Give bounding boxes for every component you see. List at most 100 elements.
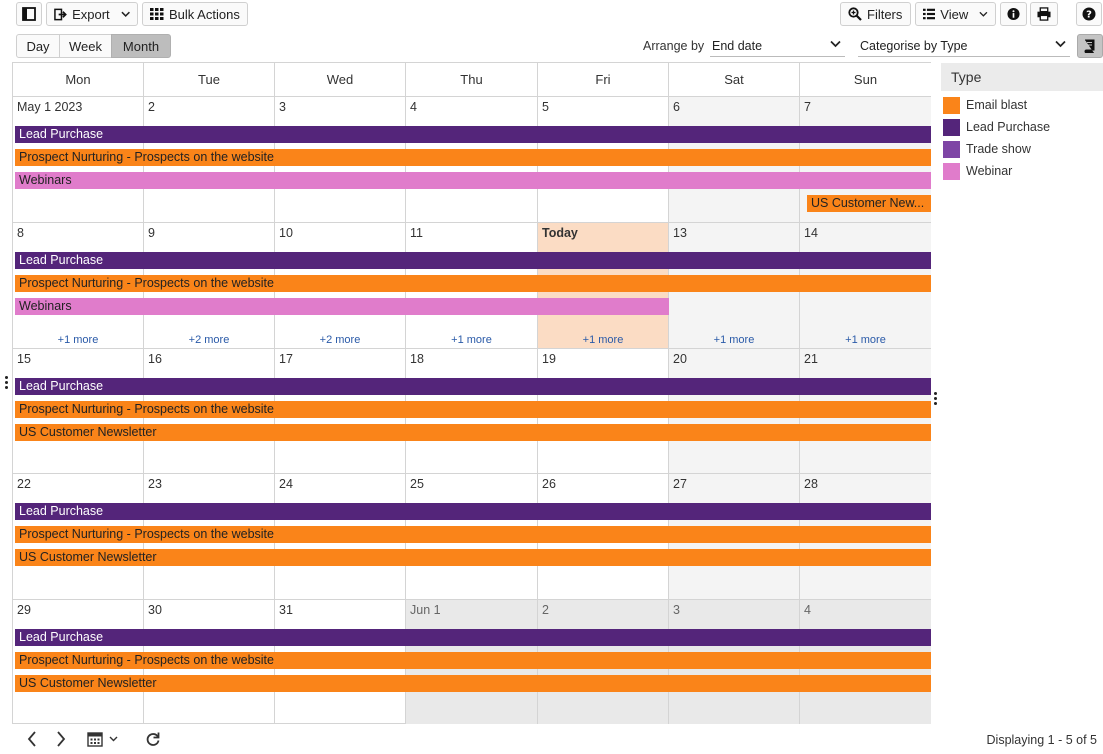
view-button[interactable]: View bbox=[915, 2, 996, 26]
legend-swatch bbox=[943, 96, 960, 114]
day-number: 21 bbox=[804, 352, 818, 366]
event-prospect-nurturing[interactable]: Prospect Nurturing - Prospects on the we… bbox=[15, 526, 931, 543]
day-number: 5 bbox=[542, 100, 549, 114]
export-label: Export bbox=[72, 6, 110, 22]
event-webinars[interactable]: Webinars bbox=[15, 172, 931, 189]
date-picker-button[interactable] bbox=[87, 731, 118, 747]
more-events-link[interactable]: +1 more bbox=[582, 334, 624, 346]
day-number: 17 bbox=[279, 352, 293, 366]
day-number: 10 bbox=[279, 226, 293, 240]
day-number: 3 bbox=[673, 603, 680, 617]
right-resize-handle[interactable] bbox=[934, 392, 937, 407]
weekday-header: Mon bbox=[13, 63, 144, 97]
view-label: View bbox=[940, 6, 969, 22]
event-prospect-nurturing[interactable]: Prospect Nurturing - Prospects on the we… bbox=[15, 275, 931, 292]
previous-month-button[interactable] bbox=[26, 730, 38, 751]
event-us-customer-newsletter[interactable]: US Customer New... bbox=[807, 195, 931, 212]
event-us-customer-newsletter[interactable]: US Customer Newsletter bbox=[15, 675, 931, 692]
chevron-down-icon bbox=[1055, 40, 1066, 48]
filters-button[interactable]: Filters bbox=[840, 2, 911, 26]
legend-toggle-button[interactable] bbox=[1077, 34, 1103, 58]
filters-label: Filters bbox=[867, 6, 903, 22]
event-webinars[interactable]: Webinars bbox=[15, 298, 669, 315]
event-prospect-nurturing[interactable]: Prospect Nurturing - Prospects on the we… bbox=[15, 149, 931, 166]
list-icon bbox=[923, 8, 936, 20]
day-number: 20 bbox=[673, 352, 687, 366]
legend-swatch bbox=[943, 118, 960, 136]
day-view-label: Day bbox=[26, 38, 50, 54]
next-month-button[interactable] bbox=[55, 730, 67, 751]
event-lead-purchase[interactable]: Lead Purchase bbox=[15, 126, 931, 143]
more-events-link[interactable]: +2 more bbox=[319, 334, 361, 346]
legend-swatch bbox=[943, 140, 960, 158]
day-number: 9 bbox=[148, 226, 155, 240]
day-number: 13 bbox=[673, 226, 687, 240]
day-number: 29 bbox=[17, 603, 31, 617]
day-number: 2 bbox=[148, 100, 155, 114]
legend-title: Type bbox=[941, 63, 1103, 91]
day-number: 19 bbox=[542, 352, 556, 366]
month-calendar-grid: Mon Tue Wed Thu Fri Sat Sun May 1 2023 2 3 4 5 6 7 8 +1… bbox=[12, 62, 931, 724]
legend-item-label: Webinar bbox=[966, 164, 1013, 178]
day-number: Jun 1 bbox=[410, 603, 441, 617]
left-resize-handle[interactable] bbox=[5, 376, 8, 391]
legend-item-lead-purchase[interactable]: Lead Purchase bbox=[941, 116, 1103, 138]
event-us-customer-newsletter[interactable]: US Customer Newsletter bbox=[15, 549, 931, 566]
grid-icon bbox=[150, 8, 164, 20]
more-events-link[interactable]: +1 more bbox=[713, 334, 755, 346]
day-number: 6 bbox=[673, 100, 680, 114]
event-lead-purchase[interactable]: Lead Purchase bbox=[15, 378, 931, 395]
toggle-sidebar-button[interactable] bbox=[16, 2, 42, 26]
export-button[interactable]: Export bbox=[46, 2, 138, 26]
print-icon bbox=[1037, 7, 1051, 21]
info-icon bbox=[1007, 7, 1020, 21]
zoom-search-icon bbox=[848, 7, 862, 21]
export-icon bbox=[54, 8, 67, 20]
day-number: 26 bbox=[542, 477, 556, 491]
legend-item-label: Lead Purchase bbox=[966, 120, 1051, 134]
bulk-actions-button[interactable]: Bulk Actions bbox=[142, 2, 248, 26]
type-legend: Type Email blast Lead Purchase Trade sho… bbox=[941, 63, 1103, 182]
day-number: 28 bbox=[804, 477, 818, 491]
categorise-by-select[interactable]: Categorise by Type bbox=[858, 35, 1070, 57]
bulk-actions-label: Bulk Actions bbox=[169, 6, 240, 22]
more-events-link[interactable]: +1 more bbox=[57, 334, 99, 346]
print-button[interactable] bbox=[1030, 2, 1058, 26]
event-prospect-nurturing[interactable]: Prospect Nurturing - Prospects on the we… bbox=[15, 652, 931, 669]
week-view-label: Week bbox=[69, 38, 102, 54]
svg-text:?: ? bbox=[1086, 10, 1092, 21]
day-number: 22 bbox=[17, 477, 31, 491]
chevron-right-icon bbox=[57, 731, 66, 747]
day-number: 14 bbox=[804, 226, 818, 240]
more-events-link[interactable]: +2 more bbox=[188, 334, 230, 346]
legend-item-email-blast[interactable]: Email blast bbox=[941, 94, 1103, 116]
day-number: 23 bbox=[148, 477, 162, 491]
legend-item-webinar[interactable]: Webinar bbox=[941, 160, 1103, 182]
refresh-button[interactable] bbox=[145, 731, 161, 750]
event-prospect-nurturing[interactable]: Prospect Nurturing - Prospects on the we… bbox=[15, 401, 931, 418]
day-view-button[interactable]: Day bbox=[16, 34, 60, 58]
info-button[interactable] bbox=[1000, 2, 1027, 26]
chevron-down-icon bbox=[121, 11, 130, 17]
week-view-button[interactable]: Week bbox=[59, 34, 112, 58]
event-us-customer-newsletter[interactable]: US Customer Newsletter bbox=[15, 424, 931, 441]
day-number: 27 bbox=[673, 477, 687, 491]
arrange-by-select[interactable]: End date bbox=[710, 35, 845, 57]
event-lead-purchase[interactable]: Lead Purchase bbox=[15, 629, 931, 646]
help-button[interactable]: ? bbox=[1076, 2, 1102, 26]
month-view-button[interactable]: Month bbox=[111, 34, 171, 58]
day-number: 3 bbox=[279, 100, 286, 114]
legend-item-trade-show[interactable]: Trade show bbox=[941, 138, 1103, 160]
event-lead-purchase[interactable]: Lead Purchase bbox=[15, 503, 931, 520]
day-number: 18 bbox=[410, 352, 424, 366]
day-number: 31 bbox=[279, 603, 293, 617]
more-events-link[interactable]: +1 more bbox=[451, 334, 492, 346]
day-number: 4 bbox=[804, 603, 811, 617]
day-number: 11 bbox=[410, 226, 423, 240]
weekday-header: Sun bbox=[800, 63, 931, 97]
arrange-by-label: Arrange by bbox=[643, 39, 705, 53]
more-events-link[interactable]: +1 more bbox=[845, 334, 886, 346]
day-number: 15 bbox=[17, 352, 31, 366]
event-lead-purchase[interactable]: Lead Purchase bbox=[15, 252, 931, 269]
chevron-down-icon bbox=[830, 40, 841, 48]
